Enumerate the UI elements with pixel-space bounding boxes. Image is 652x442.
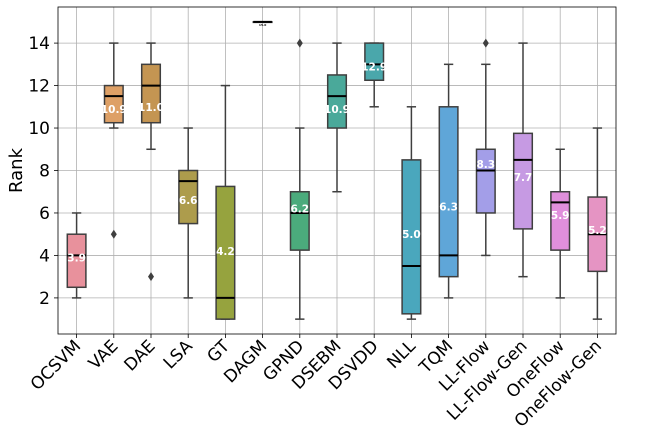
box-nll <box>401 106 422 320</box>
y-axis-label: Rank <box>6 147 27 193</box>
box-ll-flow <box>475 38 496 257</box>
y-tick-label: 6 <box>39 204 50 224</box>
box-oneflow <box>550 148 571 299</box>
box-ll-flow-gen <box>512 42 534 278</box>
box-dsvdd <box>364 42 385 108</box>
x-tick-label: DAE <box>121 336 160 375</box>
outlier-point <box>110 229 117 239</box>
y-tick-label: 12 <box>28 77 50 97</box>
box-iqr <box>140 63 162 124</box>
box-iqr <box>215 185 236 320</box>
mean-label: 11.0 <box>138 102 164 114</box>
box-oneflow-gen <box>587 127 608 320</box>
x-tick-label: GT <box>204 336 235 367</box>
box-iqr <box>364 42 385 82</box>
box-iqr <box>178 169 199 225</box>
box-dagm <box>252 20 273 24</box>
box-dsebm <box>326 42 348 193</box>
x-tick-label: LSA <box>160 336 197 373</box>
y-tick-label: 8 <box>39 162 50 182</box>
box-tqm <box>438 63 459 299</box>
box-iqr <box>289 190 310 251</box>
box-iqr <box>103 84 124 124</box>
mean-label: 5.9 <box>551 210 570 222</box>
mean-label: 6.3 <box>439 202 458 214</box>
boxes <box>66 20 608 320</box>
y-tick-label: 14 <box>28 34 50 54</box>
mean-label: 10.9 <box>324 104 350 116</box>
mean-label: 8.3 <box>476 159 495 171</box>
y-tick-label: 2 <box>39 289 50 309</box>
mean-labels: 3.9 10.9 11.0 6.6 4.2 15.0 6.2 10.9 12.9 5.0 6.3 8.… <box>67 23 606 265</box>
outlier-point <box>148 272 154 282</box>
box-iqr <box>66 233 87 289</box>
outlier-point <box>482 38 489 48</box>
y-tick-label: 10 <box>28 119 50 139</box>
box-iqr <box>512 132 534 230</box>
box-iqr <box>550 190 571 251</box>
x-tick-label: VAE <box>85 336 122 373</box>
mean-label: 7.7 <box>514 172 533 184</box>
mean-label: 12.9 <box>361 61 387 73</box>
mean-label: 15.0 <box>259 23 266 27</box>
box-vae <box>103 42 124 239</box>
mean-label: 3.9 <box>67 253 86 265</box>
box-gpnd <box>289 38 310 320</box>
box-lsa <box>178 127 199 299</box>
box-iqr <box>475 148 496 214</box>
outlier-point <box>296 38 303 48</box>
mean-label: 10.9 <box>101 104 127 116</box>
y-tick-label: 4 <box>39 246 50 266</box>
x-tick-label: OCSVM <box>27 336 85 394</box>
box-gt <box>215 84 236 320</box>
x-tick-label: NLL <box>383 336 420 373</box>
box-iqr <box>401 159 422 315</box>
mean-label: 5.2 <box>588 225 607 237</box>
mean-label: 6.6 <box>179 195 198 207</box>
y-ticks: 2 4 6 8 10 12 14 <box>28 34 58 309</box>
box-dae <box>140 42 162 282</box>
mean-label: 5.0 <box>402 229 421 241</box>
mean-label: 4.2 <box>216 246 235 258</box>
x-tick-label: DAGM <box>220 336 271 387</box>
box-iqr <box>326 74 348 129</box>
box-iqr <box>438 106 459 278</box>
box-ocsvm <box>66 212 87 299</box>
mean-label: 6.2 <box>290 204 309 216</box>
